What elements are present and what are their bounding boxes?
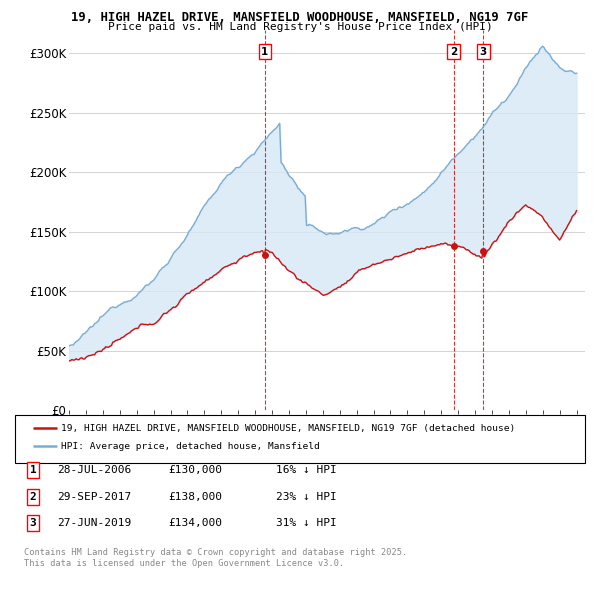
Text: 27-JUN-2019: 27-JUN-2019 [57,519,131,528]
Text: 16% ↓ HPI: 16% ↓ HPI [276,466,337,475]
Text: 2: 2 [29,492,37,502]
Text: 19, HIGH HAZEL DRIVE, MANSFIELD WOODHOUSE, MANSFIELD, NG19 7GF (detached house): 19, HIGH HAZEL DRIVE, MANSFIELD WOODHOUS… [61,424,515,433]
Text: 23% ↓ HPI: 23% ↓ HPI [276,492,337,502]
Text: Contains HM Land Registry data © Crown copyright and database right 2025.
This d: Contains HM Land Registry data © Crown c… [24,548,407,568]
Text: 31% ↓ HPI: 31% ↓ HPI [276,519,337,528]
Text: 19, HIGH HAZEL DRIVE, MANSFIELD WOODHOUSE, MANSFIELD, NG19 7GF: 19, HIGH HAZEL DRIVE, MANSFIELD WOODHOUS… [71,11,529,24]
Text: 29-SEP-2017: 29-SEP-2017 [57,492,131,502]
Text: 3: 3 [29,519,37,528]
Text: 2: 2 [450,47,457,57]
Text: 28-JUL-2006: 28-JUL-2006 [57,466,131,475]
Text: £134,000: £134,000 [168,519,222,528]
Text: 1: 1 [29,466,37,475]
Text: £130,000: £130,000 [168,466,222,475]
Text: HPI: Average price, detached house, Mansfield: HPI: Average price, detached house, Mans… [61,441,320,451]
Text: 3: 3 [479,47,487,57]
Text: Price paid vs. HM Land Registry's House Price Index (HPI): Price paid vs. HM Land Registry's House … [107,22,493,32]
Text: £138,000: £138,000 [168,492,222,502]
Text: 1: 1 [261,47,268,57]
